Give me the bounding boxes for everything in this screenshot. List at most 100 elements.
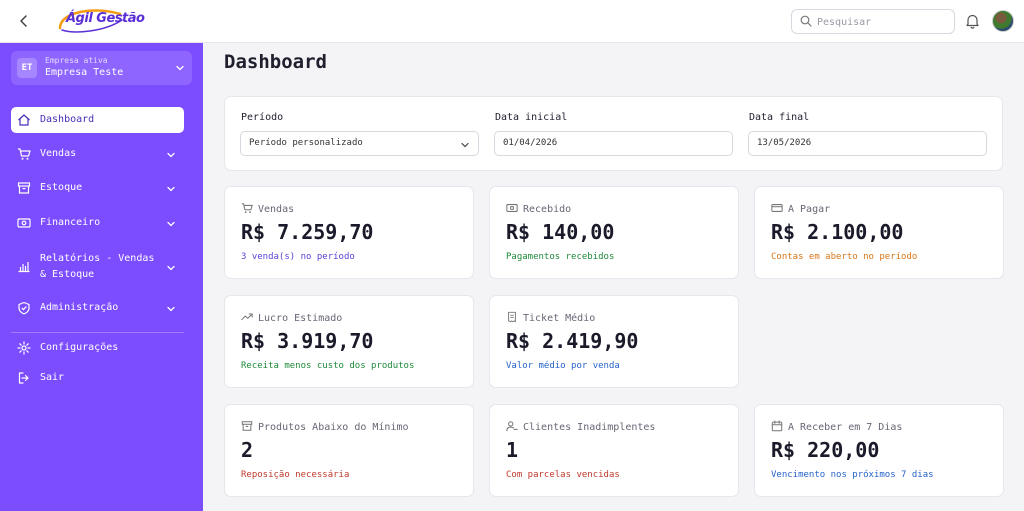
cart-icon [18, 148, 31, 160]
sidebar-item-label: Configurações [40, 342, 119, 353]
chevron-down-icon [461, 142, 469, 148]
sidebar-divider [11, 332, 184, 333]
chevron-down-icon [167, 186, 175, 192]
card-title: Vendas [258, 204, 295, 215]
card-title: Clientes Inadimplentes [523, 422, 656, 433]
card-subtitle: Reposição necessária [241, 470, 350, 480]
stat-card-clientes-inadimplentes: Clientes Inadimplentes 1 Com parcelas ve… [489, 404, 739, 497]
sidebar-item-configuracoes[interactable]: Configurações [11, 335, 184, 361]
card-title: Ticket Médio [523, 313, 596, 324]
start-date-field[interactable]: 01/04/2026 [494, 131, 733, 156]
sidebar-item-label: Vendas [40, 148, 77, 159]
card-header: Clientes Inadimplentes [506, 420, 655, 433]
sidebar-item-vendas[interactable]: Vendas [11, 141, 184, 167]
card-subtitle: Pagamentos recebidos [506, 252, 615, 262]
company-caption: Empresa ativa [45, 56, 108, 65]
bar-chart-icon [18, 262, 30, 273]
sidebar-item-label: Estoque [40, 182, 83, 193]
card-header: Lucro Estimado [241, 311, 342, 324]
card-value: 1 [506, 438, 519, 462]
chevron-down-icon [167, 265, 175, 271]
start-date-value: 01/04/2026 [503, 138, 558, 148]
back-arrow-icon[interactable] [15, 12, 33, 30]
logo[interactable]: Ágil Gestão [54, 6, 145, 36]
chevron-down-icon [167, 221, 175, 227]
start-date-label: Data inicial [495, 112, 568, 123]
stat-card-lucro-estimado: Lucro Estimado R$ 3.919,70 Receita menos… [224, 295, 474, 388]
receipt-icon [508, 311, 516, 323]
chevron-down-icon [167, 152, 175, 158]
sidebar-item-estoque[interactable]: Estoque [11, 175, 184, 201]
chevron-down-icon [176, 65, 184, 71]
trending-up-icon [241, 313, 253, 321]
cart-icon [241, 203, 253, 213]
sidebar-item-administracao[interactable]: Administração [11, 295, 184, 321]
company-initials: ET [17, 58, 37, 78]
card-title: A Receber em 7 Dias [788, 422, 903, 433]
card-header: A Pagar [771, 202, 830, 215]
card-subtitle: Receita menos custo dos produtos [241, 361, 415, 371]
card-value: R$ 2.419,90 [506, 329, 639, 353]
period-select-value: Período personalizado [249, 138, 363, 148]
card-title: A Pagar [788, 204, 831, 215]
card-title: Lucro Estimado [258, 313, 343, 324]
sidebar-item-label: Dashboard [40, 114, 95, 125]
card-value: R$ 220,00 [771, 438, 880, 462]
money-icon [506, 204, 518, 212]
search-icon [800, 15, 812, 27]
sidebar-item-sair[interactable]: Sair [11, 365, 184, 391]
card-title: Recebido [523, 204, 572, 215]
card-subtitle: Contas em aberto no período [771, 252, 918, 262]
bell-icon[interactable] [965, 13, 980, 33]
user-avatar[interactable] [992, 10, 1014, 32]
card-header: Vendas [241, 202, 294, 215]
sidebar-item-label: Sair [40, 372, 65, 383]
stat-card-produtos-abaixo-minimo: Produtos Abaixo do Mínimo 2 Reposição ne… [224, 404, 474, 497]
stat-card-recebido: Recebido R$ 140,00 Pagamentos recebidos [489, 186, 739, 279]
shield-check-icon [18, 301, 30, 315]
main-content: Dashboard Período Período personalizado … [203, 43, 1024, 511]
end-date-value: 13/05/2026 [757, 138, 812, 148]
sidebar-item-relatorios[interactable]: Relatórios - Vendas & Estoque [11, 249, 184, 285]
stat-card-ticket-medio: Ticket Médio R$ 2.419,90 Valor médio por… [489, 295, 739, 388]
stat-card-a-pagar: A Pagar R$ 2.100,00 Contas em aberto no … [754, 186, 1004, 279]
sidebar-item-financeiro[interactable]: Financeiro [11, 210, 184, 236]
card-title: Produtos Abaixo do Mínimo [258, 422, 409, 433]
chevron-down-icon [167, 306, 175, 312]
period-label: Período [241, 112, 284, 123]
sidebar-item-dashboard[interactable]: Dashboard [11, 107, 184, 133]
end-date-label: Data final [749, 112, 810, 123]
card-subtitle: Valor médio por venda [506, 361, 620, 371]
card-value: R$ 7.259,70 [241, 220, 374, 244]
card-subtitle: 3 venda(s) no período [241, 252, 355, 262]
period-select[interactable]: Período personalizado [240, 131, 479, 156]
card-value: R$ 140,00 [506, 220, 615, 244]
card-header: A Receber em 7 Dias [771, 420, 902, 433]
page-title: Dashboard [224, 51, 327, 73]
sidebar-item-label: Financeiro [40, 217, 101, 228]
box-icon [17, 182, 31, 194]
logout-icon [18, 372, 29, 384]
search-input[interactable] [817, 13, 949, 31]
card-header: Ticket Médio [506, 311, 595, 324]
archive-icon [241, 421, 253, 431]
card-value: R$ 3.919,70 [241, 329, 374, 353]
company-selector[interactable]: ET Empresa ativa Empresa Teste [11, 51, 192, 85]
top-bar: Ágil Gestão [0, 0, 1024, 43]
stat-card-vendas: Vendas R$ 7.259,70 3 venda(s) no período [224, 186, 474, 279]
card-value: R$ 2.100,00 [771, 220, 904, 244]
card-subtitle: Com parcelas vencidas [506, 470, 620, 480]
card-value: 2 [241, 438, 254, 462]
card-header: Recebido [506, 202, 571, 215]
sidebar: ET Empresa ativa Empresa Teste Dashboard… [0, 43, 203, 511]
sidebar-item-label: Relatórios - Vendas & Estoque [40, 253, 155, 280]
stat-card-a-receber-7-dias: A Receber em 7 Dias R$ 220,00 Vencimento… [754, 404, 1004, 497]
calendar-icon [771, 420, 783, 432]
gear-icon [17, 341, 31, 355]
logo-text: Ágil Gestão [66, 11, 145, 26]
search-box[interactable] [791, 9, 955, 34]
user-minus-icon [506, 421, 518, 432]
card-subtitle: Vencimento nos próximos 7 dias [771, 470, 934, 480]
money-icon [17, 218, 31, 228]
end-date-field[interactable]: 13/05/2026 [748, 131, 987, 156]
